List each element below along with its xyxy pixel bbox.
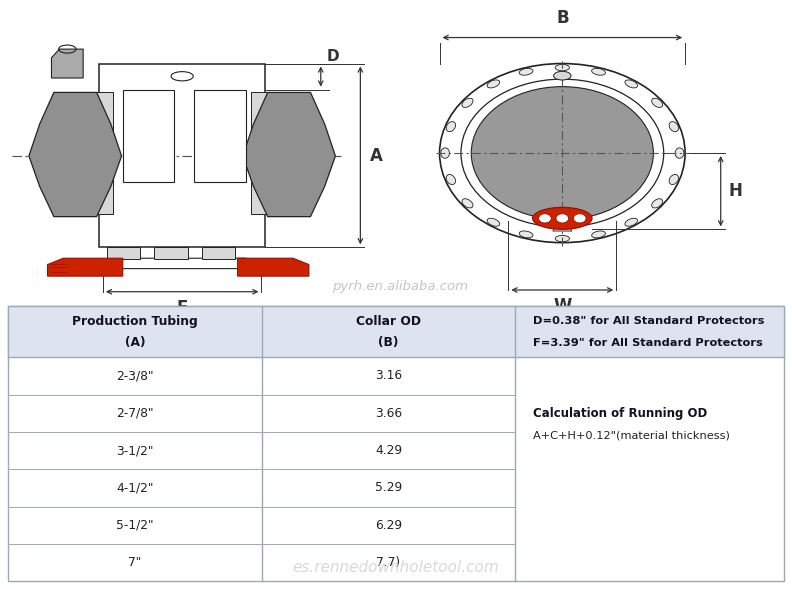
- Polygon shape: [242, 92, 336, 217]
- Ellipse shape: [440, 148, 450, 158]
- Ellipse shape: [487, 80, 500, 88]
- Circle shape: [471, 87, 653, 220]
- Ellipse shape: [669, 174, 679, 184]
- Polygon shape: [107, 247, 140, 259]
- FancyBboxPatch shape: [8, 306, 784, 581]
- Polygon shape: [251, 92, 280, 214]
- Text: 3-1/2": 3-1/2": [116, 444, 154, 457]
- Text: 3.16: 3.16: [375, 369, 402, 382]
- Ellipse shape: [446, 174, 455, 184]
- Text: 5-1/2": 5-1/2": [116, 519, 154, 532]
- Text: 3.66: 3.66: [375, 407, 402, 420]
- Ellipse shape: [625, 80, 638, 88]
- Polygon shape: [238, 258, 309, 276]
- Polygon shape: [123, 90, 174, 182]
- Ellipse shape: [487, 219, 500, 226]
- Ellipse shape: [555, 64, 569, 71]
- Text: F=3.39" for All Standard Protectors: F=3.39" for All Standard Protectors: [533, 337, 763, 348]
- Text: Production Tubing: Production Tubing: [72, 316, 198, 329]
- Polygon shape: [154, 247, 188, 259]
- Ellipse shape: [462, 98, 473, 107]
- Text: 6.29: 6.29: [375, 519, 402, 532]
- Polygon shape: [85, 92, 113, 214]
- Ellipse shape: [625, 219, 638, 226]
- Text: 7.7): 7.7): [376, 556, 401, 569]
- Text: 5.29: 5.29: [375, 481, 402, 494]
- Text: 4.29: 4.29: [375, 444, 402, 457]
- Ellipse shape: [592, 231, 605, 238]
- Ellipse shape: [554, 71, 571, 80]
- Text: 4-1/2": 4-1/2": [116, 481, 154, 494]
- Polygon shape: [202, 247, 235, 259]
- Ellipse shape: [520, 68, 533, 75]
- Ellipse shape: [652, 98, 663, 107]
- Ellipse shape: [555, 236, 569, 241]
- Circle shape: [440, 64, 685, 243]
- Text: (B): (B): [379, 336, 398, 349]
- FancyBboxPatch shape: [8, 306, 784, 358]
- Polygon shape: [48, 258, 123, 276]
- Text: H: H: [729, 182, 743, 200]
- Text: A: A: [370, 147, 383, 165]
- Text: Calculation of Running OD: Calculation of Running OD: [533, 407, 707, 420]
- Ellipse shape: [669, 121, 679, 132]
- Text: pyrh.en.alibaba.com: pyrh.en.alibaba.com: [332, 280, 468, 293]
- Text: A+C+H+0.12"(material thickness): A+C+H+0.12"(material thickness): [533, 431, 730, 441]
- Circle shape: [556, 214, 569, 223]
- Text: 7": 7": [128, 556, 142, 569]
- Text: B: B: [556, 9, 569, 27]
- Polygon shape: [51, 49, 83, 78]
- Text: (A): (A): [125, 336, 145, 349]
- Ellipse shape: [592, 68, 605, 75]
- Circle shape: [539, 214, 551, 223]
- Ellipse shape: [446, 121, 455, 132]
- Text: D: D: [327, 49, 340, 64]
- Text: Collar OD: Collar OD: [356, 316, 421, 329]
- Ellipse shape: [532, 207, 592, 229]
- Polygon shape: [194, 90, 246, 182]
- Ellipse shape: [462, 198, 473, 208]
- Ellipse shape: [676, 148, 684, 158]
- Circle shape: [461, 79, 664, 227]
- Ellipse shape: [652, 198, 663, 208]
- Polygon shape: [553, 224, 572, 231]
- Ellipse shape: [171, 72, 193, 81]
- Text: es.rennedownholetool.com: es.rennedownholetool.com: [292, 560, 500, 575]
- Ellipse shape: [520, 231, 533, 238]
- Polygon shape: [107, 258, 257, 269]
- Text: F: F: [177, 299, 188, 317]
- Text: 2-7/8": 2-7/8": [116, 407, 154, 420]
- Text: 2-3/8": 2-3/8": [116, 369, 154, 382]
- Text: D=0.38" for All Standard Protectors: D=0.38" for All Standard Protectors: [533, 316, 764, 326]
- Polygon shape: [99, 64, 265, 247]
- Polygon shape: [29, 92, 122, 217]
- Circle shape: [573, 214, 586, 223]
- Text: W: W: [553, 297, 572, 315]
